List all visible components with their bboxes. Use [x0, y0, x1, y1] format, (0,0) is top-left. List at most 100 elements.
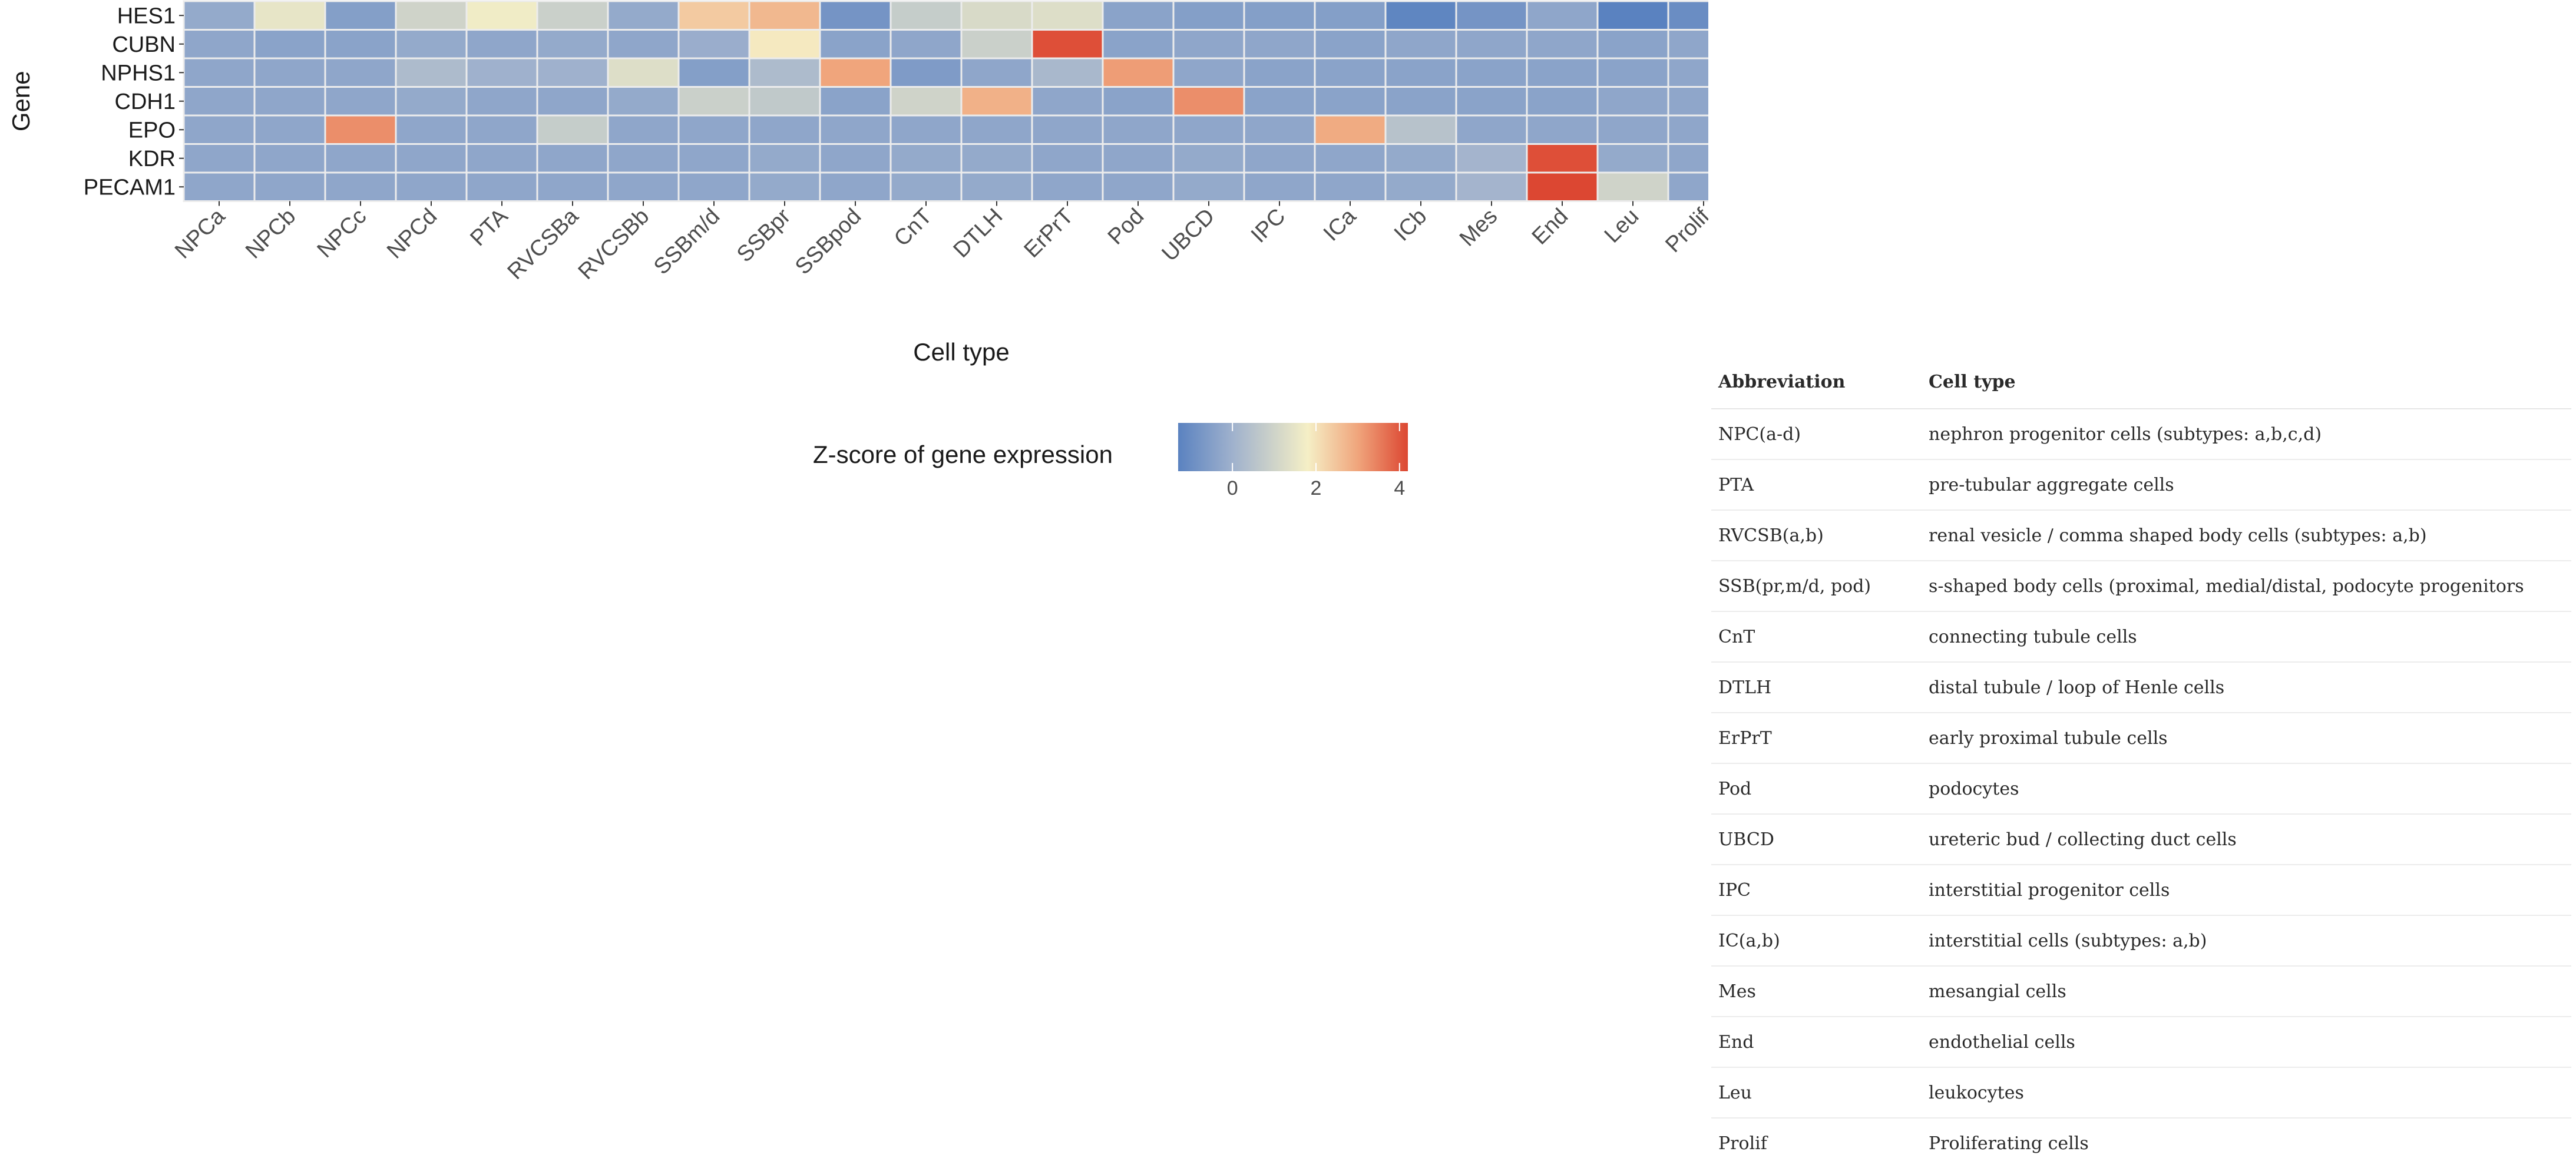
heatmap-cell [1455, 114, 1528, 145]
heatmap-cell [748, 0, 821, 31]
heatmap-cell [465, 0, 538, 31]
abbreviation-cell: Leu [1711, 1067, 1922, 1119]
cell-type-cell: s-shaped body cells (proximal, medial/di… [1922, 561, 2571, 612]
heatmap-cell [748, 29, 821, 59]
heatmap-cell [324, 29, 397, 59]
heatmap-cell [1314, 143, 1387, 174]
x-tick-label: NPCc [312, 204, 371, 263]
table-row: PTA pre-tubular aggregate cells [1711, 459, 2571, 511]
heatmap-cell [183, 171, 256, 202]
x-tick-label: SSBpod [791, 204, 866, 279]
heatmap-cell [1384, 143, 1457, 174]
abbreviation-cell: CnT [1711, 611, 1922, 663]
heatmap-cell [1172, 114, 1245, 145]
table-row: Pod podocytes [1711, 763, 2571, 815]
x-tick-label: SSBm/d [649, 204, 725, 279]
heatmap-cell [1384, 114, 1457, 145]
heatmap-cell [1596, 86, 1669, 117]
heatmap-cell [324, 57, 397, 88]
heatmap-cell [748, 114, 821, 145]
heatmap-cell [1526, 114, 1599, 145]
heatmap-cell [1243, 171, 1316, 202]
heatmap-cell [960, 114, 1033, 145]
heatmap-cell [889, 57, 963, 88]
x-tick-label: ICb [1390, 204, 1432, 246]
colorbar-tick-label: 2 [1311, 477, 1322, 499]
abbreviation-cell: PTA [1711, 459, 1922, 511]
heatmap-cell [1102, 0, 1175, 31]
heatmap-cell [1172, 0, 1245, 31]
heatmap-cell [1031, 0, 1104, 31]
heatmap-cell [1243, 143, 1316, 174]
heatmap-cell [536, 57, 609, 88]
heatmap-cell [1384, 57, 1457, 88]
heatmap-cell [465, 143, 538, 174]
heatmap-cell [677, 0, 750, 31]
heatmap-cell [1596, 114, 1669, 145]
heatmap-cell [1314, 57, 1387, 88]
colorbar-title: Z-score of gene expression [813, 441, 1113, 468]
figure: HES1 CUBN NPHS1 CDH1 EPO KDR PECAM1 NPCa NPCb NPC… [7, 0, 2571, 1154]
heatmap-cell [819, 29, 892, 59]
heatmap-cell [748, 57, 821, 88]
heatmap-cell [183, 57, 256, 88]
heatmap-cell [465, 171, 538, 202]
heatmap-cell [607, 171, 680, 202]
x-tick-label: ErPrT [1020, 204, 1079, 263]
heatmap-cell [1455, 171, 1528, 202]
heatmap-cell [1314, 29, 1387, 59]
heatmap-cell [1596, 143, 1669, 174]
heatmap-cell [677, 29, 750, 59]
heatmap-cell [960, 86, 1033, 117]
heatmap-cell [1667, 86, 1708, 117]
x-tick-label: Prolif [1661, 204, 1708, 257]
heatmap-cell [1455, 29, 1528, 59]
heatmap-cell [819, 143, 892, 174]
cell-type-cell: podocytes [1922, 763, 2571, 815]
x-tick-label: NPCd [382, 204, 442, 263]
x-tick-label: RVCSBa [503, 204, 584, 284]
heatmap-cell [1031, 171, 1104, 202]
heatmap-cell [748, 86, 821, 117]
table-row: RVCSB(a,b) renal vesicle / comma shaped b… [1711, 510, 2571, 561]
table-row: SSB(pr,m/d, pod) s-shaped body cells (pro… [1711, 561, 2571, 612]
heatmap-cell [536, 114, 609, 145]
table-header-row: Abbreviation Cell type [1711, 355, 2571, 409]
heatmap-cell [1031, 114, 1104, 145]
heatmap-cell [253, 114, 326, 145]
abbreviation-cell: RVCSB(a,b) [1711, 510, 1922, 561]
heatmap-cell [819, 0, 892, 31]
heatmap-cell [536, 86, 609, 117]
heatmap-cell [253, 29, 326, 59]
heatmap-cell [1526, 143, 1599, 174]
heatmap-cell [889, 143, 963, 174]
cell-type-cell: nephron progenitor cells (subtypes: a,b,… [1922, 409, 2571, 460]
heatmap-cell [1667, 171, 1708, 202]
cell-type-cell: leukocytes [1922, 1067, 2571, 1119]
abbreviation-cell: SSB(pr,m/d, pod) [1711, 561, 1922, 612]
x-tick-label: NPCa [170, 204, 230, 264]
table-row: End endothelial cells [1711, 1017, 2571, 1068]
heatmap-cell [1596, 57, 1669, 88]
heatmap-cell [1455, 57, 1528, 88]
heatmap-cell [1526, 57, 1599, 88]
x-tick-label: IPC [1246, 204, 1291, 248]
heatmap-cell [607, 143, 680, 174]
cell-type-cell: interstitial progenitor cells [1922, 865, 2571, 916]
y-tick-label: HES1 [117, 4, 176, 28]
heatmap-cell [1172, 29, 1245, 59]
heatmap-cell [1102, 171, 1175, 202]
heatmap-cell [960, 57, 1033, 88]
heatmap-cell [1102, 57, 1175, 88]
heatmap-cell [536, 143, 609, 174]
x-axis-title: Cell type [913, 338, 1009, 366]
heatmap-cell [677, 143, 750, 174]
heatmap-cell [1031, 57, 1104, 88]
heatmap-cell [1172, 143, 1245, 174]
heatmap-cell [1172, 57, 1245, 88]
heatmap-cell [1526, 86, 1599, 117]
cell-type-cell: endothelial cells [1922, 1017, 2571, 1068]
header-cell-type: Cell type [1922, 355, 2571, 409]
heatmap-cell [465, 86, 538, 117]
heatmap-cell [395, 114, 468, 145]
